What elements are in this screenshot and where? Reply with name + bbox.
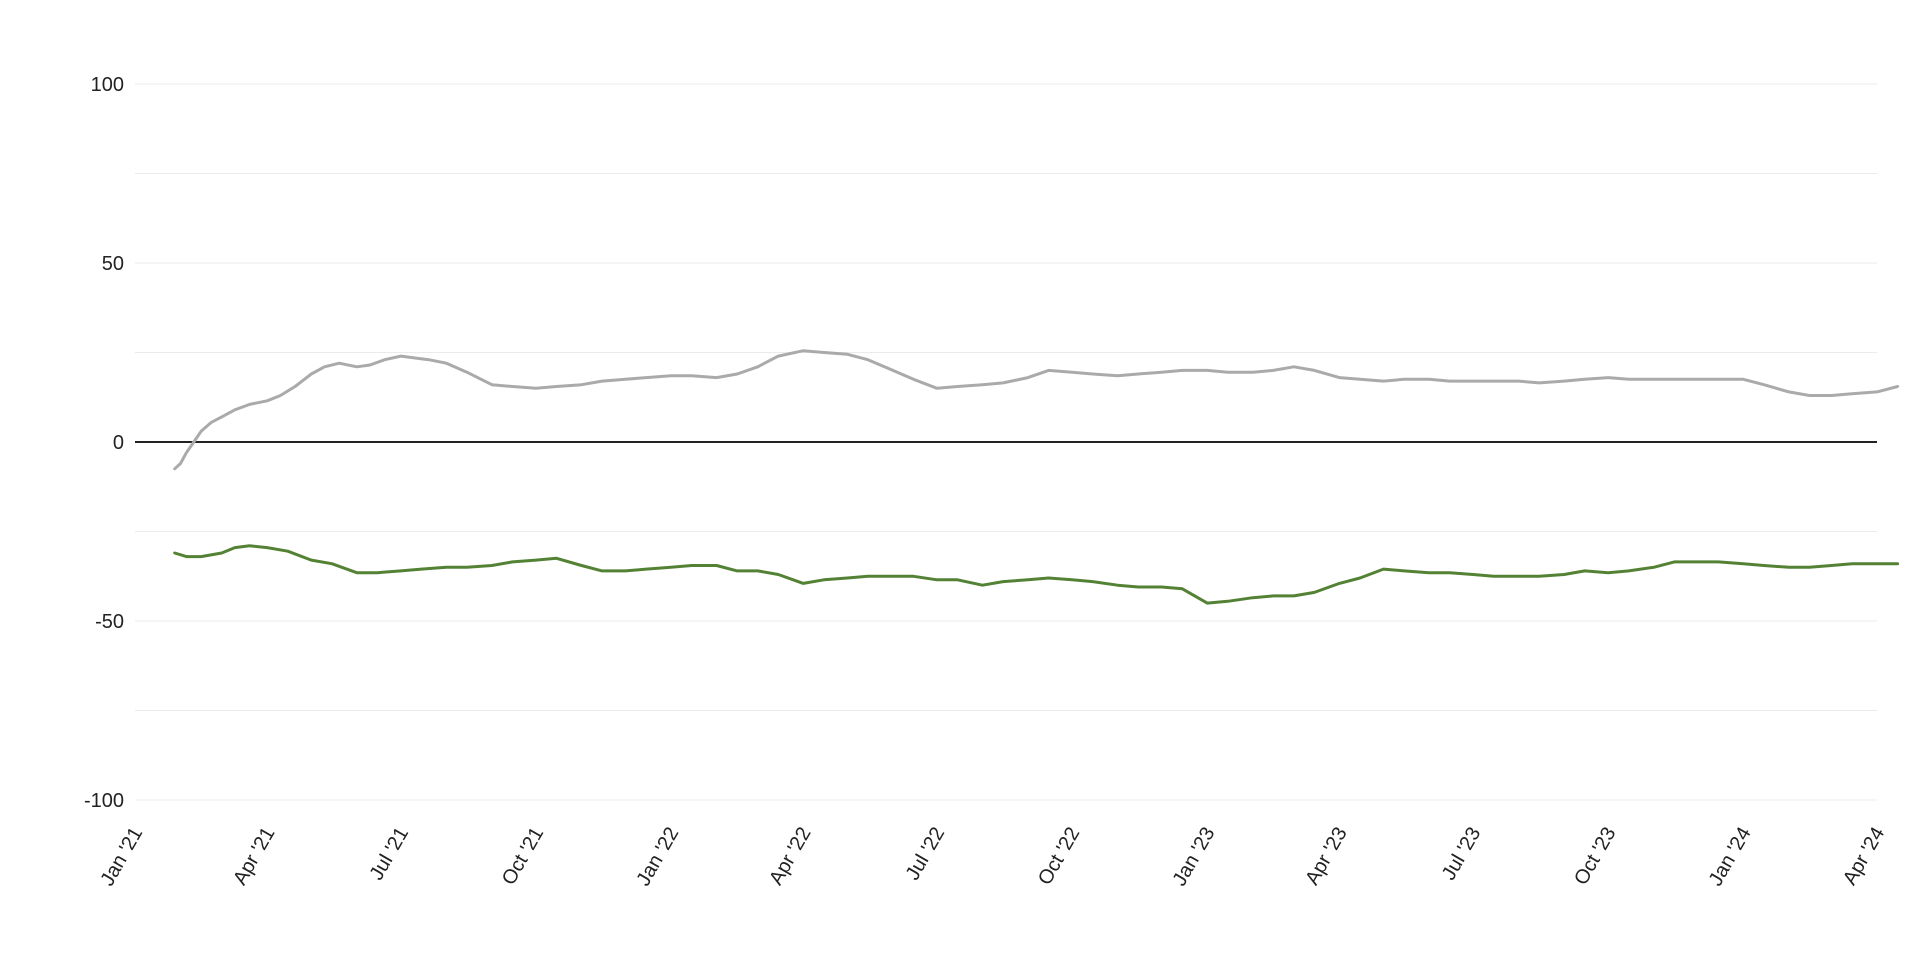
- x-tick-label: Apr '23: [1301, 824, 1351, 889]
- x-tick-label: Apr '22: [765, 824, 815, 889]
- series-line-1: [173, 349, 1900, 471]
- x-tick-label: Jan '22: [632, 824, 683, 890]
- x-tick-label: Oct '23: [1570, 824, 1620, 889]
- x-axis-ticks: Jan '21 Apr '21 Jul '21 Oct '21 Jan '22 Apr '…: [96, 824, 1889, 890]
- x-tick-label: Jul '23: [1438, 824, 1486, 885]
- y-axis-ticks: 100 50 0 -50 -100: [84, 74, 124, 812]
- x-tick-label: Jul '21: [366, 824, 414, 885]
- x-tick-label: Oct '22: [1034, 824, 1084, 889]
- y-tick-label: -50: [95, 611, 124, 633]
- x-tick-label: Jul '22: [902, 824, 950, 885]
- y-tick-label: 50: [102, 253, 124, 275]
- x-tick-label: Apr '21: [229, 824, 279, 889]
- gridlines: [135, 83, 1877, 801]
- x-tick-label: Jan '24: [1705, 824, 1756, 890]
- y-tick-label: 100: [91, 74, 124, 96]
- y-tick-label: -100: [84, 790, 124, 812]
- series-line-2: [173, 544, 1900, 605]
- x-tick-label: Jan '23: [1169, 824, 1220, 890]
- series-lines: [173, 349, 1900, 605]
- y-tick-label: 0: [113, 432, 124, 454]
- x-tick-label: Jan '21: [96, 824, 147, 890]
- x-tick-label: Apr '24: [1839, 824, 1889, 889]
- x-tick-label: Oct '21: [498, 824, 548, 889]
